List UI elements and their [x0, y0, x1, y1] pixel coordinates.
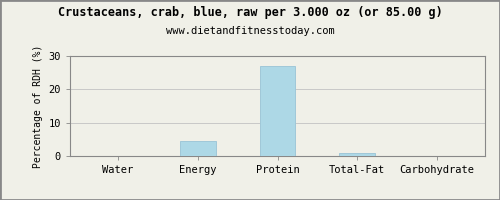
Text: Crustaceans, crab, blue, raw per 3.000 oz (or 85.00 g): Crustaceans, crab, blue, raw per 3.000 o…	[58, 6, 442, 19]
Bar	[340, 153, 376, 156]
Text: www.dietandfitnesstoday.com: www.dietandfitnesstoday.com	[166, 26, 334, 36]
Bar	[180, 141, 216, 156]
Bar	[260, 66, 296, 156]
Y-axis label: Percentage of RDH (%): Percentage of RDH (%)	[33, 44, 43, 168]
